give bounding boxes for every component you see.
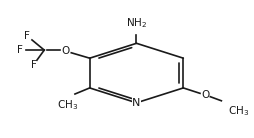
- Text: F: F: [24, 31, 30, 41]
- Text: CH$_3$: CH$_3$: [228, 104, 249, 118]
- Text: O: O: [61, 46, 69, 56]
- Text: CH$_3$: CH$_3$: [57, 98, 78, 112]
- Text: O: O: [201, 90, 210, 100]
- Text: F: F: [17, 45, 23, 55]
- Text: F: F: [31, 60, 37, 70]
- Text: N: N: [132, 98, 141, 108]
- Text: NH$_2$: NH$_2$: [126, 17, 147, 30]
